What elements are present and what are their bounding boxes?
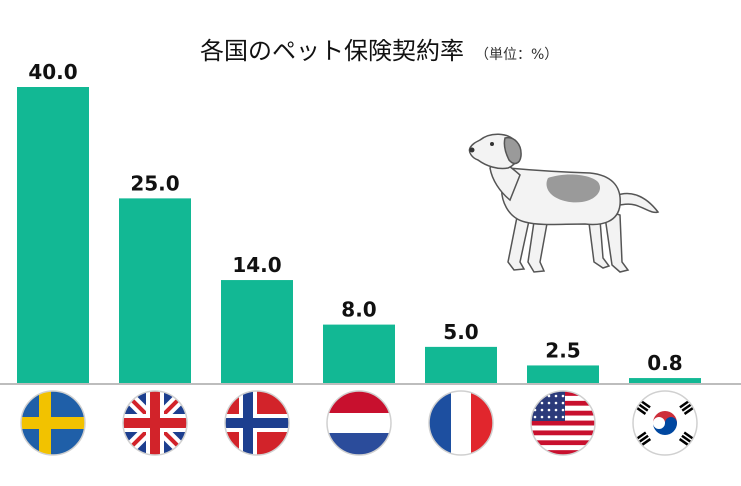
usa-flag-icon: [530, 390, 596, 456]
value-label: 0.8: [647, 351, 682, 375]
bar-netherlands: [323, 324, 395, 384]
norway-flag-icon: [224, 390, 290, 456]
value-label: 40.0: [28, 60, 77, 84]
dog-illustration: [468, 133, 660, 273]
value-labels-group: 40.0 25.0 14.0 8.0 5.0 2.5 0.8: [28, 60, 682, 375]
bar-united-kingdom: [119, 198, 191, 384]
bar-south-korea: [629, 378, 701, 384]
korea-flag-icon: [632, 390, 698, 456]
value-label: 2.5: [545, 338, 580, 362]
value-label: 8.0: [341, 298, 376, 322]
chart-title: 各国のペット保険契約率: [200, 37, 464, 65]
flags-group: [20, 390, 698, 456]
unit-note: （単位：%）: [475, 47, 558, 63]
value-label: 14.0: [232, 253, 281, 277]
value-label: 5.0: [443, 320, 478, 344]
bars-group: [17, 87, 701, 384]
sweden-flag-icon: [20, 390, 86, 456]
bar-united-states: [527, 365, 599, 384]
netherlands-flag-icon: [326, 390, 392, 456]
bar-norway: [221, 280, 293, 384]
france-flag-icon: [428, 390, 494, 456]
value-label: 25.0: [130, 171, 179, 195]
bar-sweden: [17, 87, 89, 384]
uk-flag-icon: [122, 390, 188, 456]
bar-france: [425, 346, 497, 384]
